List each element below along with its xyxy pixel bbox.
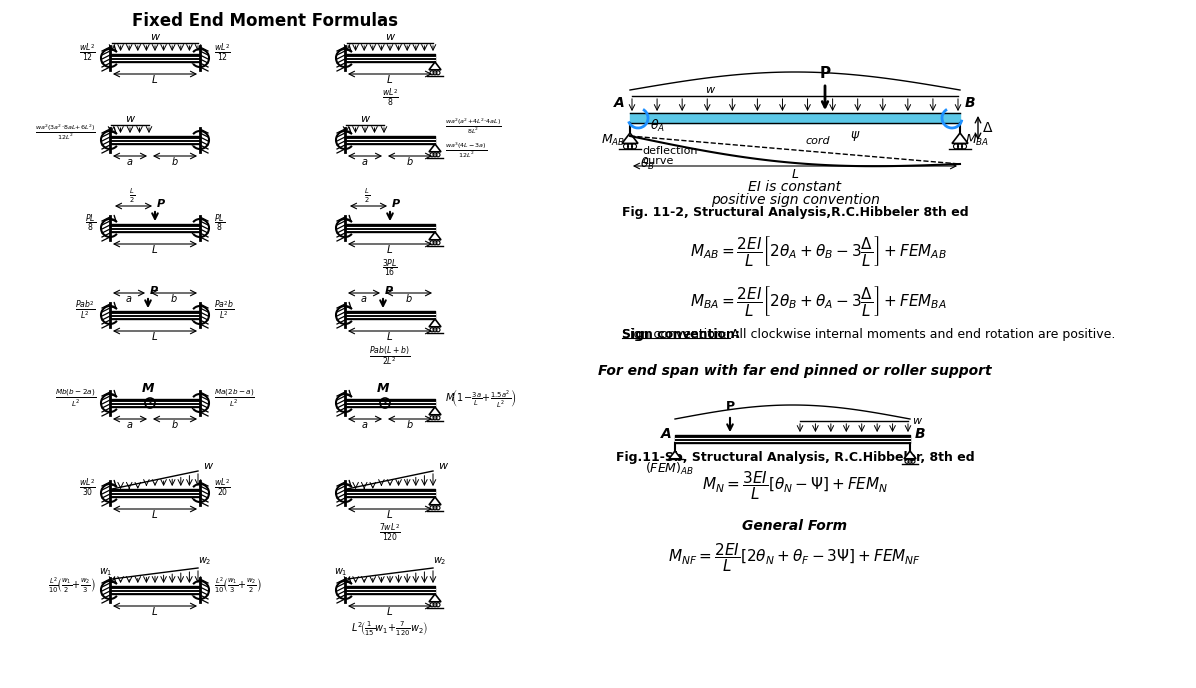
Text: $M\!\left(1\!-\!\frac{3a}{L}\!+\!\frac{1.5a^2}{L^2}\right)$: $M\!\left(1\!-\!\frac{3a}{L}\!+\!\frac{1… [445, 387, 517, 409]
Text: $\frac{wL^2}{12}$: $\frac{wL^2}{12}$ [79, 43, 96, 63]
Text: $\frac{wL^2}{20}$: $\frac{wL^2}{20}$ [214, 478, 231, 498]
Text: M: M [142, 382, 154, 395]
Text: $M_{BA}$: $M_{BA}$ [965, 133, 989, 148]
Text: $\frac{Pab(L+b)}{2L^2}$: $\frac{Pab(L+b)}{2L^2}$ [370, 345, 410, 369]
Text: $\frac{wa^2(a^2\!+\!4L^2\!\cdot\!4aL)}{8L^2}$: $\frac{wa^2(a^2\!+\!4L^2\!\cdot\!4aL)}{8… [445, 116, 502, 136]
Text: a: a [126, 294, 132, 304]
Text: $M_N = \dfrac{3EI}{L}\left[\theta_N - \Psi\right] + FEM_N$: $M_N = \dfrac{3EI}{L}\left[\theta_N - \P… [702, 469, 889, 502]
Text: P: P [819, 66, 830, 81]
Text: $w_1$: $w_1$ [335, 566, 348, 578]
Text: b: b [172, 420, 178, 430]
Text: $\frac{L}{2}$: $\frac{L}{2}$ [365, 186, 371, 205]
Text: $\frac{PL}{8}$: $\frac{PL}{8}$ [85, 213, 96, 234]
Text: L: L [152, 332, 158, 342]
Text: $w_2$: $w_2$ [433, 555, 446, 567]
Text: L: L [152, 245, 158, 255]
Text: L: L [388, 607, 392, 617]
Text: $w_2$: $w_2$ [199, 555, 212, 567]
Text: Sign convention: All clockwise internal moments and end rotation are positive.: Sign convention: All clockwise internal … [622, 328, 1116, 341]
Text: P: P [150, 286, 158, 296]
Text: w: w [706, 85, 714, 95]
Text: w: w [913, 416, 921, 426]
Text: $M_{BA} = \dfrac{2EI}{L}\left[2\theta_B + \theta_A - 3\dfrac{\Delta}{L}\right] +: $M_{BA} = \dfrac{2EI}{L}\left[2\theta_B … [690, 284, 947, 318]
Text: B: B [965, 96, 976, 110]
Text: a: a [127, 420, 133, 430]
Text: $M_{AB} = \dfrac{2EI}{L}\left[2\theta_A + \theta_B - 3\dfrac{\Delta}{L}\right] +: $M_{AB} = \dfrac{2EI}{L}\left[2\theta_A … [690, 234, 947, 268]
Text: $\frac{wa^2(3a^2\!\cdot\!8aL\!+\!6L^2)}{12L^2}$: $\frac{wa^2(3a^2\!\cdot\!8aL\!+\!6L^2)}{… [35, 122, 96, 142]
Text: b: b [405, 294, 413, 304]
Text: $\theta_B$: $\theta_B$ [640, 156, 655, 172]
Text: Sign convention:: Sign convention: [622, 328, 740, 341]
Polygon shape [904, 451, 916, 459]
Text: b: b [407, 157, 413, 167]
Text: $\frac{Mb(b-2a)}{L^2}$: $\frac{Mb(b-2a)}{L^2}$ [55, 387, 96, 409]
Text: positive sign convention: positive sign convention [710, 193, 879, 207]
Text: L: L [792, 168, 799, 181]
Text: w: w [360, 114, 370, 124]
Text: cord: cord [805, 136, 830, 146]
Text: Fixed End Moment Formulas: Fixed End Moment Formulas [132, 12, 398, 30]
Text: $\frac{wL^2}{12}$: $\frac{wL^2}{12}$ [214, 43, 231, 63]
Text: B: B [915, 427, 926, 441]
Text: b: b [407, 420, 413, 430]
Text: L: L [152, 607, 158, 617]
Text: $\frac{L^2}{10}\!\left(\frac{w_1}{2}\!+\!\frac{w_2}{3}\right)$: $\frac{L^2}{10}\!\left(\frac{w_1}{2}\!+\… [48, 575, 96, 595]
Text: b: b [171, 294, 177, 304]
Text: w: w [438, 461, 447, 471]
Text: M: M [377, 382, 389, 395]
Text: w: w [126, 114, 135, 124]
Text: $L^2\!\left(\frac{1}{15}w_1\!+\!\frac{7}{120}w_2\right)$: $L^2\!\left(\frac{1}{15}w_1\!+\!\frac{7}… [352, 620, 428, 638]
Text: $\frac{Pa^2b}{L^2}$: $\frac{Pa^2b}{L^2}$ [214, 299, 234, 321]
Text: L: L [388, 332, 392, 342]
Text: P: P [385, 286, 393, 296]
Text: $\frac{Pab^2}{L^2}$: $\frac{Pab^2}{L^2}$ [75, 299, 96, 321]
Text: deflection: deflection [642, 146, 697, 156]
Text: $\frac{wL^2}{8}$: $\frac{wL^2}{8}$ [382, 88, 398, 108]
Text: $(FEM)_{AB}$: $(FEM)_{AB}$ [646, 461, 695, 477]
Text: $\psi$: $\psi$ [850, 129, 860, 143]
Text: $\frac{L^2}{10}\!\left(\frac{w_1}{3}\!+\!\frac{w_2}{2}\right)$: $\frac{L^2}{10}\!\left(\frac{w_1}{3}\!+\… [214, 575, 262, 595]
Text: $\frac{wL^2}{30}$: $\frac{wL^2}{30}$ [79, 478, 96, 498]
Text: $w_1$: $w_1$ [99, 566, 112, 578]
Text: Fig. 11-2, Structural Analysis,R.C.Hibbeler 8th ed: Fig. 11-2, Structural Analysis,R.C.Hibbe… [622, 206, 969, 219]
Text: L: L [152, 75, 158, 85]
Text: EI is constant: EI is constant [749, 180, 842, 194]
Text: P: P [392, 199, 401, 209]
Text: b: b [172, 157, 178, 167]
Polygon shape [622, 133, 637, 143]
Text: L: L [388, 75, 392, 85]
Text: Fig.11-Sb, Structural Analysis, R.C.Hibbeler, 8th ed: Fig.11-Sb, Structural Analysis, R.C.Hibb… [616, 451, 975, 464]
Text: a: a [361, 294, 367, 304]
Text: A: A [615, 96, 626, 110]
Text: w: w [203, 461, 212, 471]
Text: a: a [362, 157, 368, 167]
Text: curve: curve [642, 156, 673, 166]
Text: $M_{AB}$: $M_{AB}$ [600, 133, 626, 148]
Text: $\Delta$: $\Delta$ [982, 121, 994, 135]
Text: a: a [362, 420, 368, 430]
Polygon shape [952, 133, 968, 143]
Text: For end span with far end pinned or roller support: For end span with far end pinned or roll… [598, 364, 991, 378]
Text: a: a [127, 157, 133, 167]
Text: $\frac{L}{2}$: $\frac{L}{2}$ [129, 186, 135, 205]
Text: P: P [157, 199, 165, 209]
Text: $\frac{3PL}{16}$: $\frac{3PL}{16}$ [382, 258, 398, 279]
Text: $\frac{wa^3(4L-3a)}{12L^2}$: $\frac{wa^3(4L-3a)}{12L^2}$ [445, 140, 487, 160]
Text: $\frac{7wL^2}{120}$: $\frac{7wL^2}{120}$ [379, 523, 401, 544]
Text: $\frac{Ma(2b-a)}{L^2}$: $\frac{Ma(2b-a)}{L^2}$ [214, 387, 255, 409]
Text: w: w [385, 32, 395, 42]
Text: $M_{NF} = \dfrac{2EI}{L}\left[2\theta_N + \theta_F - 3\Psi\right] + FEM_{NF}$: $M_{NF} = \dfrac{2EI}{L}\left[2\theta_N … [669, 541, 922, 574]
Text: $\frac{PL}{8}$: $\frac{PL}{8}$ [214, 213, 225, 234]
Text: L: L [152, 510, 158, 520]
Polygon shape [669, 451, 681, 459]
Text: P: P [726, 400, 734, 413]
Text: $\theta_A$: $\theta_A$ [651, 118, 665, 134]
Text: General Form: General Form [743, 519, 848, 533]
Text: w: w [151, 32, 159, 42]
Text: A: A [661, 427, 672, 441]
Text: L: L [388, 510, 392, 520]
Text: L: L [388, 245, 392, 255]
